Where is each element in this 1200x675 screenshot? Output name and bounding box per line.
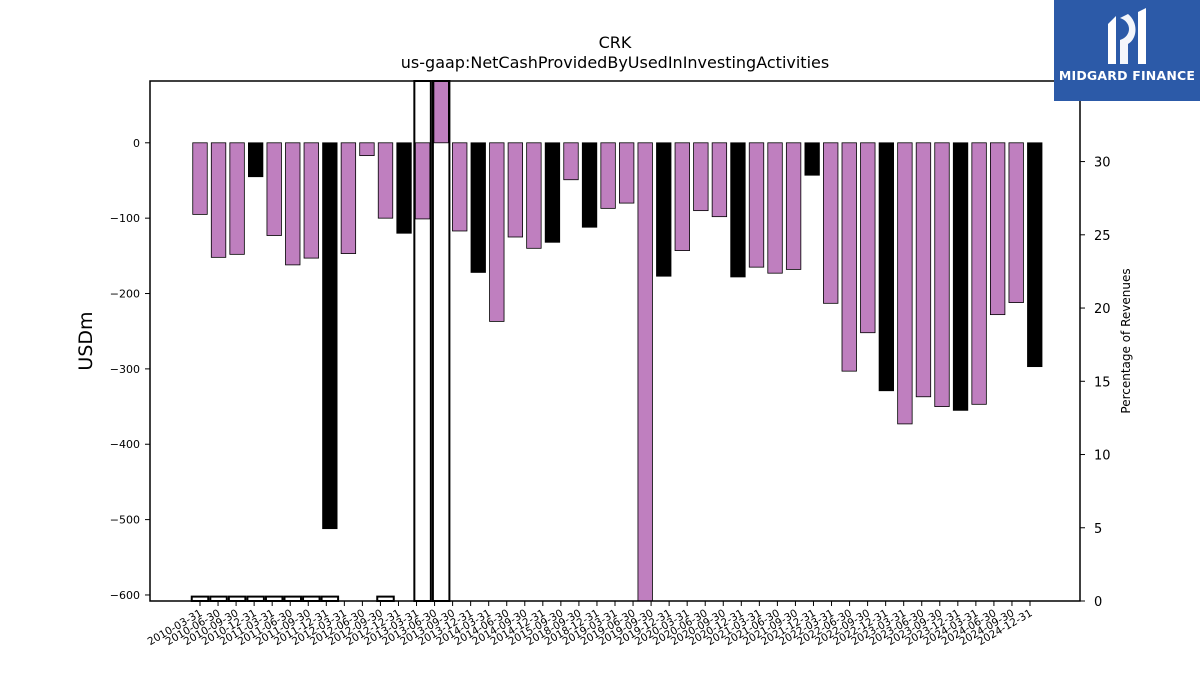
bar-2014-12-31 xyxy=(544,142,561,243)
bar-2014-09-30 xyxy=(526,142,542,249)
bar-2010-03-31 xyxy=(192,142,208,215)
bar-2024-06-30 xyxy=(1008,142,1024,303)
pct-mark-2013-06-30 xyxy=(431,80,451,602)
y2-tick-label: 25 xyxy=(1094,229,1111,244)
bar-2023-03-31 xyxy=(915,142,932,398)
midgard-logo-icon xyxy=(1108,8,1146,64)
chart-title: CRK xyxy=(599,33,632,52)
y2-tick-label: 30 xyxy=(1094,156,1111,171)
bar-2018-09-30 xyxy=(581,142,598,228)
bar-2021-06-30 xyxy=(785,142,802,270)
chart-subtitle: us-gaap:NetCashProvidedByUsedInInvesting… xyxy=(401,53,829,72)
bar-2012-06-30 xyxy=(359,142,375,157)
bar-2023-09-30 xyxy=(952,142,969,411)
bar-2012-03-31 xyxy=(340,142,357,254)
bar-2013-09-30 xyxy=(452,142,468,232)
y-tick-label: −300 xyxy=(110,363,140,376)
bar-2010-12-31 xyxy=(247,142,264,178)
bar-2014-03-31 xyxy=(489,142,505,322)
y-tick-label: −500 xyxy=(110,514,140,527)
bar-2015-09-30 xyxy=(563,142,579,181)
bar-2010-09-30 xyxy=(229,142,245,255)
bar-2010-06-30 xyxy=(210,142,227,258)
bar-2022-12-31 xyxy=(897,142,913,425)
bar-2021-03-31 xyxy=(767,142,783,274)
bar-2011-09-30 xyxy=(303,142,319,259)
y-axis-label: USDm xyxy=(75,311,97,370)
bar-2013-06-30 xyxy=(433,80,449,144)
bar-2020-12-31 xyxy=(748,142,765,268)
logo-text: MIDGARD FINANCE xyxy=(1058,68,1196,83)
bar-2013-03-31 xyxy=(414,142,431,220)
bar-2011-06-30 xyxy=(285,142,301,266)
bar-2021-12-31 xyxy=(823,142,839,304)
bar-2019-06-30 xyxy=(637,142,653,602)
y2-tick-label: 15 xyxy=(1094,375,1111,390)
bar-2023-06-30 xyxy=(934,142,950,407)
bar-2012-12-31 xyxy=(396,142,412,234)
bar-2022-06-30 xyxy=(860,142,876,334)
bar-2022-09-30 xyxy=(878,142,894,392)
y2-tick-label: 20 xyxy=(1094,302,1111,317)
bar-2013-12-31 xyxy=(470,142,486,273)
bar-2024-09-30 xyxy=(1027,142,1043,368)
y2-axis-label: Percentage of Revenues xyxy=(1119,268,1133,413)
brand-logo: MIDGARD FINANCE xyxy=(1054,0,1200,101)
bars-group xyxy=(192,80,1043,602)
bar-2019-12-31 xyxy=(674,142,690,251)
y-tick-label: −200 xyxy=(110,288,140,301)
y2-tick-label: 0 xyxy=(1094,595,1102,610)
bar-2011-03-31 xyxy=(266,142,282,236)
bar-2012-09-30 xyxy=(377,142,394,219)
bar-2023-12-31 xyxy=(971,142,987,405)
bar-2020-06-30 xyxy=(711,142,728,218)
y-tick-label: −100 xyxy=(110,212,140,225)
bar-2020-09-30 xyxy=(730,142,746,278)
bar-2020-03-31 xyxy=(693,142,709,212)
y-tick-label: 0 xyxy=(133,137,140,150)
bar-2014-06-30 xyxy=(507,142,524,238)
bar-2019-09-30 xyxy=(656,142,672,277)
bar-2024-03-31 xyxy=(990,142,1006,316)
bar-2022-03-31 xyxy=(841,142,857,372)
y2-tick-label: 5 xyxy=(1094,522,1102,537)
bar-2019-03-31 xyxy=(619,142,635,204)
x-axis: 2010-03-312010-06-302010-09-302010-12-31… xyxy=(146,601,1035,648)
y-tick-label: −400 xyxy=(110,438,140,451)
bar-2011-12-31 xyxy=(322,142,338,530)
y2-axis: 0 5 10 15 20 25 30 xyxy=(1080,156,1111,610)
bar-2018-12-31 xyxy=(600,142,616,209)
bar-2021-09-30 xyxy=(804,142,820,176)
y2-tick-label: 10 xyxy=(1094,449,1111,464)
y-tick-label: −600 xyxy=(110,589,140,602)
y-axis: 0 −100 −200 −300 −400 −500 −600 xyxy=(110,137,150,602)
